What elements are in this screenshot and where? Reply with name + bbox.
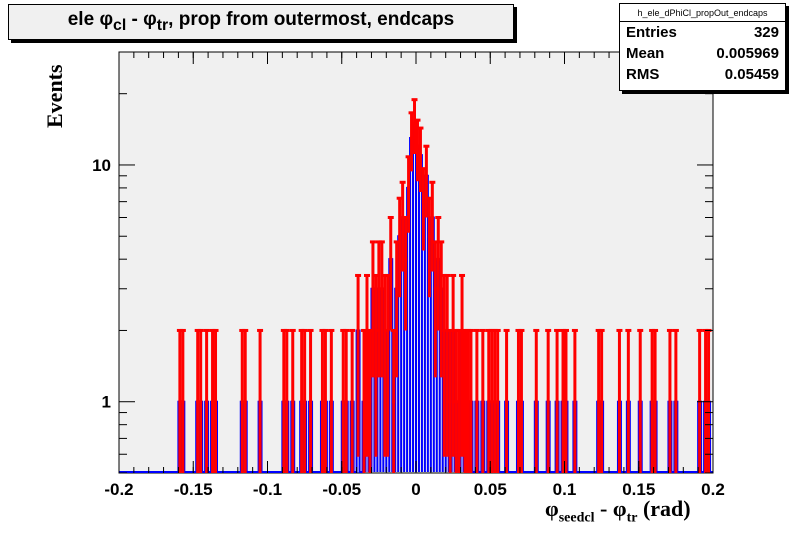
x-axis-label: φseedcl - φtr (rad) xyxy=(545,496,691,526)
stats-row-rms: RMS 0.05459 xyxy=(626,66,779,83)
x-tick-label: 0 xyxy=(411,480,420,499)
stats-box: h_ele_dPhiCl_propOut_endcaps Entries 329 … xyxy=(619,3,786,91)
y-tick-label: 1 xyxy=(102,393,111,412)
x-tick-label: -0.15 xyxy=(174,480,213,499)
x-tick-label: 0.15 xyxy=(622,480,655,499)
x-tick-label: 0.1 xyxy=(553,480,577,499)
plot-title: ele φcl - φtr, prop from outermost, endc… xyxy=(8,4,514,40)
error-bars xyxy=(176,98,712,473)
x-tick-label: -0.1 xyxy=(253,480,282,499)
x-tick-label: -0.2 xyxy=(104,480,133,499)
y-axis-label: Events xyxy=(42,64,67,128)
x-tick-label: 0.05 xyxy=(474,480,507,499)
x-tick-label: -0.05 xyxy=(322,480,361,499)
axes: -0.2 -0.15 -0.1 -0.05 0 0.05 0.1 0.15 0.2 1 10 xyxy=(92,51,725,499)
stats-row-entries: Entries 329 xyxy=(626,24,779,41)
plot-title-text: ele φcl - φtr, prop from outermost, endc… xyxy=(67,9,455,34)
y-tick-label: 10 xyxy=(92,156,111,175)
stats-row-mean: Mean 0.005969 xyxy=(626,45,779,62)
stats-histogram-name: h_ele_dPhiCl_propOut_endcaps xyxy=(620,4,785,22)
x-tick-label: 0.2 xyxy=(701,480,725,499)
